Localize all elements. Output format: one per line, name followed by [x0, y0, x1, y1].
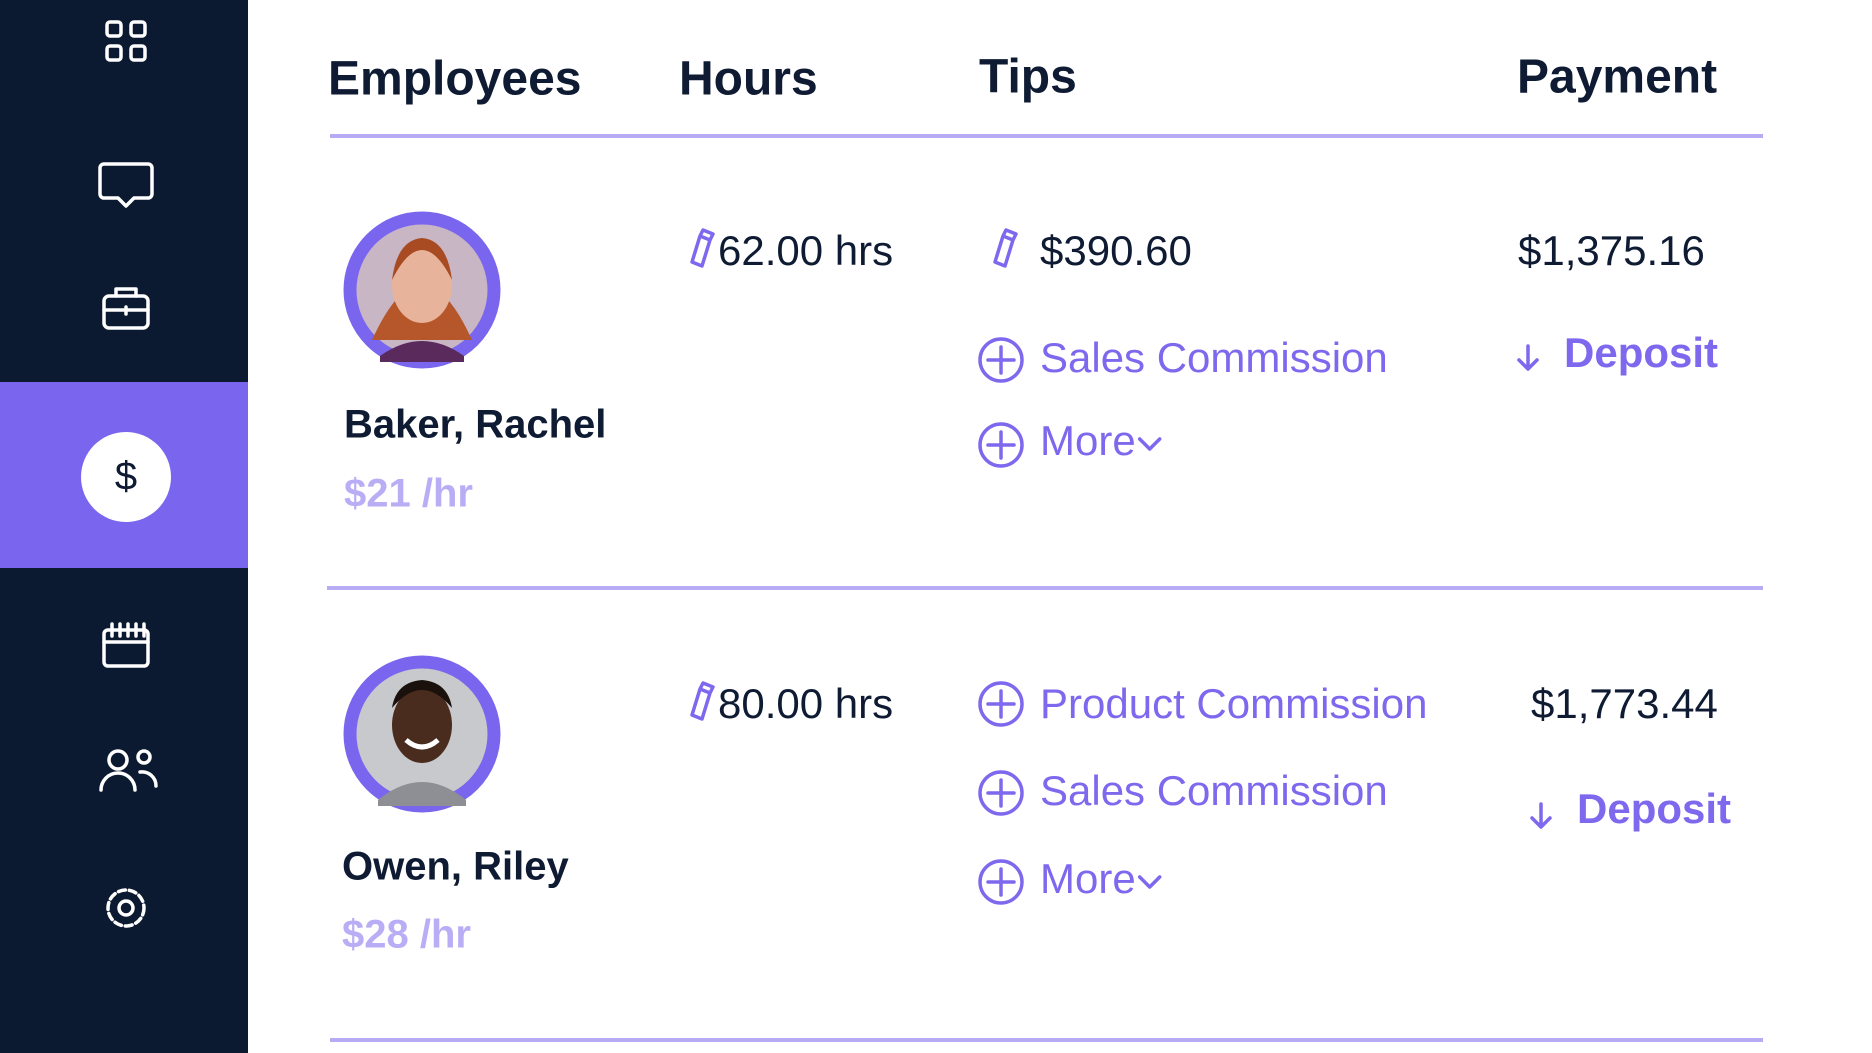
nav-team[interactable]	[99, 749, 158, 792]
payment: $1,773.44	[1531, 680, 1718, 727]
deposit-button[interactable]: Deposit	[1577, 785, 1731, 832]
deposit-icon	[1517, 344, 1539, 371]
add-icon[interactable]	[978, 770, 1024, 816]
divider	[330, 1038, 1763, 1042]
column-header: Hours	[679, 53, 818, 106]
deposit-button[interactable]: Deposit	[1564, 329, 1718, 376]
column-header: Employees	[328, 53, 581, 106]
divider	[330, 134, 1763, 138]
nav-messages[interactable]	[98, 162, 154, 208]
column-header: Tips	[979, 51, 1077, 104]
nav-jobs[interactable]	[102, 287, 150, 330]
add-icon[interactable]	[978, 681, 1024, 727]
chevron	[1137, 875, 1162, 889]
nav-dashboard[interactable]	[105, 20, 147, 62]
nav-settings[interactable]	[106, 888, 146, 928]
avatar	[343, 211, 501, 369]
nav-payroll-label: $	[115, 455, 137, 499]
avatar	[343, 655, 501, 813]
chevron	[1137, 437, 1162, 451]
tip-item[interactable]: Product Commission	[1040, 680, 1427, 727]
add-icon[interactable]	[978, 859, 1024, 905]
tip-item[interactable]: More	[1040, 855, 1136, 902]
add-icon[interactable]	[978, 337, 1024, 383]
tip-item[interactable]: Sales Commission	[1040, 334, 1388, 381]
payment: $1,375.16	[1518, 227, 1705, 274]
nav-payroll[interactable]	[81, 432, 171, 522]
employee-name: Baker, Rachel	[344, 403, 606, 447]
hours[interactable]: 62.00 hrs	[718, 227, 893, 274]
deposit-icon	[1530, 802, 1552, 829]
hours[interactable]: 80.00 hrs	[718, 680, 893, 727]
pay-rate: $28 /hr	[342, 913, 471, 957]
tip-item[interactable]: More	[1040, 417, 1136, 464]
tip-amount[interactable]: $390.60	[1040, 227, 1192, 274]
pay-rate: $21 /hr	[344, 472, 473, 516]
edit-icon[interactable]	[690, 681, 715, 721]
employee-name: Owen, Riley	[342, 845, 569, 889]
divider	[327, 586, 1763, 590]
edit-icon[interactable]	[993, 228, 1018, 268]
edit-icon[interactable]	[690, 228, 715, 268]
tip-item[interactable]: Sales Commission	[1040, 767, 1388, 814]
column-header: Payment	[1517, 51, 1717, 104]
nav-schedule[interactable]	[102, 622, 150, 668]
add-icon[interactable]	[978, 422, 1024, 468]
